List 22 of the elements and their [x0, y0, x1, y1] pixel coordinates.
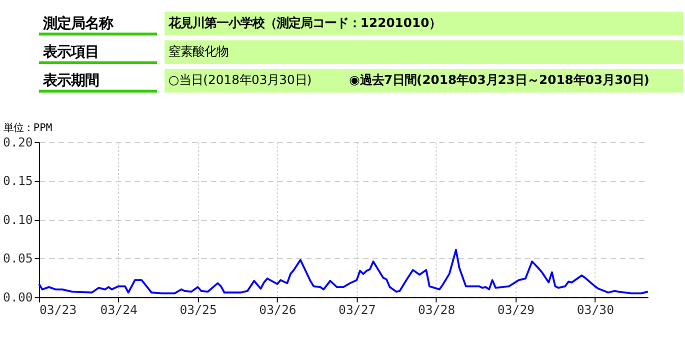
x-tick-label: 03/30	[576, 302, 614, 317]
x-tick-label: 03/29	[497, 302, 535, 317]
text: 測定局名称	[42, 14, 113, 32]
y-tick-label: 0.00	[3, 290, 33, 304]
x-tick-label: 03/23	[39, 302, 77, 317]
x-tick-label: 03/27	[338, 302, 376, 317]
x-tick-label: 03/26	[259, 302, 296, 317]
text: 表示期間	[42, 72, 99, 89]
text: 表示項目	[42, 44, 99, 60]
text: ◉過去7日間(2018年03月23日～2018年03月30日)	[349, 73, 650, 88]
x-tick-label: 03/25	[180, 302, 217, 317]
text: ○当日(2018年03月30日)	[168, 73, 312, 88]
y-tick-label: 0.20	[3, 135, 33, 150]
y-tick-label: 0.15	[3, 174, 33, 188]
line-series	[38, 248, 649, 294]
text: 窒素酸化物	[168, 44, 228, 58]
y-axis-title: 単位：PPM	[3, 122, 52, 134]
y-tick-label: 0.10	[3, 212, 33, 227]
y-tick-label: 0.05	[3, 252, 33, 266]
x-tick-label: 03/24	[100, 302, 138, 317]
text: 花見川第一小学校（測定局コード：12201010）	[167, 16, 442, 30]
x-tick-label: 03/28	[418, 302, 456, 317]
